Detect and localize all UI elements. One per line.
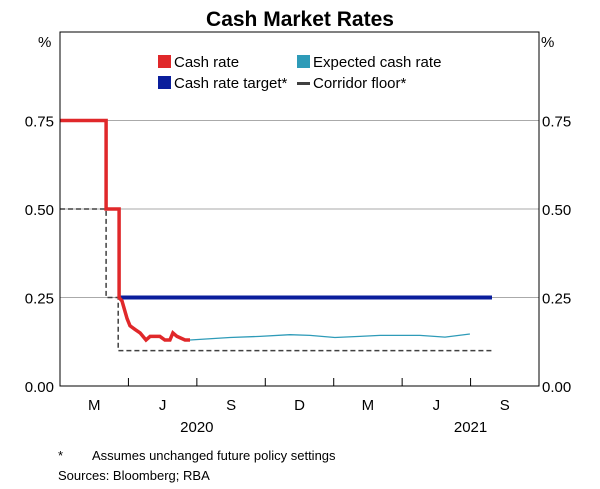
footnote-mark: *: [58, 448, 64, 463]
legend-label: Expected cash rate: [313, 54, 441, 71]
legend-label: Cash rate: [174, 54, 239, 71]
series-corridor-floor: [60, 208, 492, 352]
x-month-label: M: [362, 397, 375, 414]
series-cash-rate: [60, 118, 190, 343]
legend-label: Cash rate target*: [174, 75, 288, 92]
plot-frame: [59, 31, 540, 387]
legend-swatch: [158, 76, 171, 89]
y-tick-label-right: 0.50: [542, 202, 571, 219]
legend-swatch: [158, 55, 171, 68]
y-tick-label-left: 0.75: [25, 114, 54, 131]
y-tick-label-left: 0.00: [25, 379, 54, 396]
x-month-label: J: [433, 397, 441, 414]
y-axis-label-right: %: [541, 34, 554, 51]
x-year-label: 2020: [180, 419, 213, 436]
y-tick-label-right: 0.00: [542, 379, 571, 396]
y-tick-label-right: 0.75: [542, 114, 571, 131]
footnote-text: Assumes unchanged future policy settings: [92, 448, 336, 463]
legend-swatch: [297, 55, 310, 68]
y-tick-label-left: 0.50: [25, 202, 54, 219]
y-axis-label-left: %: [38, 34, 51, 51]
legend-label: Corridor floor*: [313, 75, 407, 92]
x-month-label: S: [226, 397, 236, 414]
y-tick-label-left: 0.25: [25, 291, 54, 308]
x-month-label: J: [159, 397, 167, 414]
x-month-label: S: [500, 397, 510, 414]
legend-item: Cash rate target*: [158, 75, 288, 92]
x-month-label: M: [88, 397, 101, 414]
sources: Sources: Bloomberg; RBA: [58, 468, 210, 483]
x-month-label: D: [294, 397, 305, 414]
y-tick-label-right: 0.25: [542, 291, 571, 308]
legend-item: Corridor floor*: [297, 75, 407, 92]
x-year-label: 2021: [454, 419, 487, 436]
legend-item: Cash rate: [158, 54, 239, 71]
legend-swatch: [297, 82, 310, 85]
series-expected-cash-rate: [189, 333, 470, 341]
chart-title: Cash Market Rates: [206, 8, 394, 31]
legend-item: Expected cash rate: [297, 54, 441, 71]
